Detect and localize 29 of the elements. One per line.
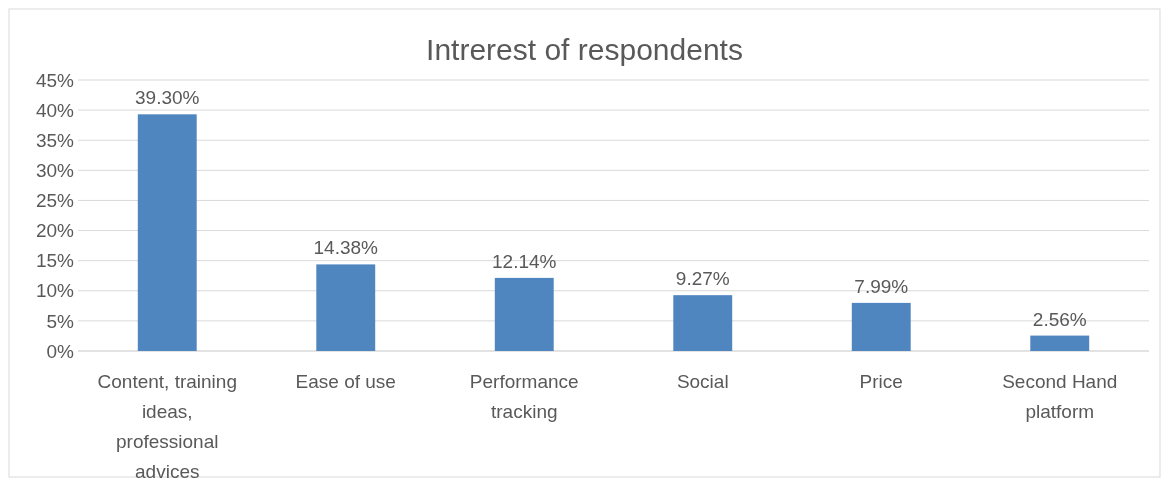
bar	[137, 114, 197, 351]
x-tick-label: Performance tracking	[469, 371, 579, 422]
data-label: 14.38%	[313, 237, 379, 259]
data-label: 7.99%	[854, 275, 909, 297]
bar	[673, 295, 733, 351]
x-tick-label: Ease of use	[295, 371, 396, 392]
data-label: 9.27%	[675, 268, 730, 290]
bar	[1030, 335, 1090, 351]
y-tick-label: 10%	[35, 280, 75, 302]
y-tick-label: 15%	[35, 250, 75, 272]
data-label: 2.56%	[1032, 308, 1087, 330]
y-tick-label: 20%	[35, 220, 75, 242]
y-tick-label: 5%	[46, 310, 75, 332]
y-tick-label: 30%	[35, 159, 75, 181]
y-tick-label: 45%	[35, 69, 75, 91]
y-tick-label: 25%	[35, 190, 75, 212]
bar	[316, 264, 376, 351]
data-label: 39.30%	[135, 87, 200, 109]
y-tick-label: 35%	[35, 129, 75, 151]
x-tick-label: Price	[859, 371, 903, 392]
data-label: 12.14%	[492, 250, 557, 272]
y-tick-label: 0%	[46, 340, 75, 362]
x-tick-label: Second Hand platform	[1002, 371, 1118, 422]
bar	[494, 277, 554, 351]
chart-title: Intrerest of respondents	[426, 33, 743, 66]
y-tick-label: 40%	[35, 99, 75, 121]
x-tick-label: Content, training ideas, professional advices	[97, 371, 237, 482]
bar	[851, 302, 911, 351]
x-tick-label: Social	[676, 371, 729, 392]
